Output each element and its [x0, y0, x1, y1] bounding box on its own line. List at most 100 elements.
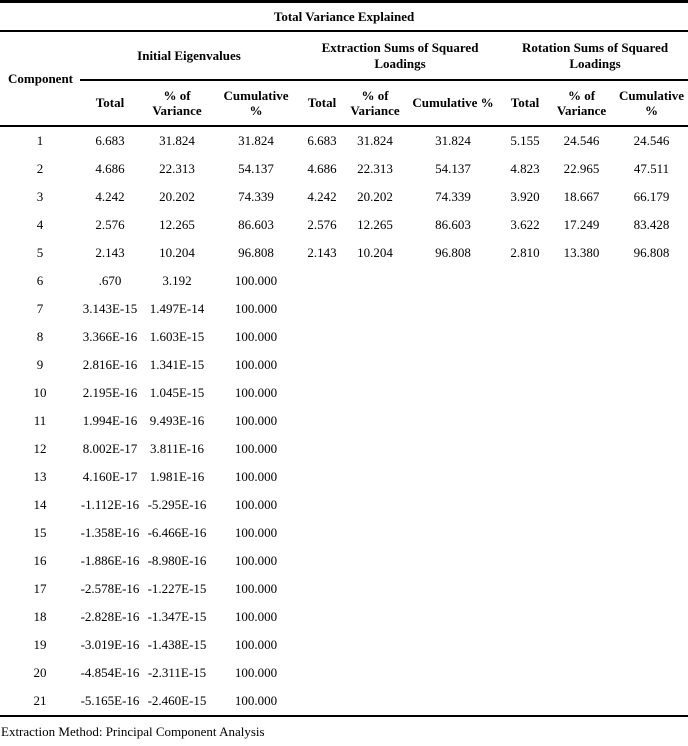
value-cell — [502, 463, 548, 491]
table-row: 15 -1.358E-16 -6.466E-16 100.000 — [0, 519, 688, 547]
value-cell: 3.366E-16 — [82, 329, 138, 344]
sub-header-label: % of Variance — [152, 87, 202, 118]
table-row: 5 2.143 10.204 96.808 2.143 10.204 96.808 2.810… — [0, 239, 688, 267]
sub-header-2: Cumulative % — [214, 80, 298, 127]
value-cell — [615, 603, 688, 631]
component-cell: 5 — [36, 245, 44, 260]
value-cell: 96.808 — [435, 245, 471, 260]
value-cell — [548, 659, 615, 687]
value-cell — [298, 323, 346, 351]
value-cell — [548, 547, 615, 575]
value-cell: 22.313 — [159, 161, 195, 176]
value-cell — [615, 463, 688, 491]
value-cell — [346, 547, 404, 575]
value-cell: 3.192 — [162, 273, 192, 288]
value-cell — [615, 547, 688, 575]
table-row: 20 -4.854E-16 -2.311E-15 100.000 — [0, 659, 688, 687]
value-cell: .670 — [98, 273, 122, 288]
table-row: 18 -2.828E-16 -1.347E-15 100.000 — [0, 603, 688, 631]
value-cell — [548, 267, 615, 295]
value-cell — [548, 463, 615, 491]
value-cell — [502, 547, 548, 575]
value-cell: 66.179 — [633, 189, 670, 204]
table-row: 10 2.195E-16 1.045E-15 100.000 — [0, 379, 688, 407]
group-header-rotation-sums: Rotation Sums of Squared Loadings — [502, 31, 688, 81]
value-cell: 31.824 — [238, 133, 274, 148]
value-cell — [615, 379, 688, 407]
value-cell — [502, 659, 548, 687]
value-cell — [404, 519, 502, 547]
value-cell: -2.828E-16 — [80, 609, 140, 624]
value-cell: 100.000 — [234, 273, 278, 288]
table-row: 3 4.242 20.202 74.339 4.242 20.202 74.339 3.920… — [0, 183, 688, 211]
value-cell: 5.155 — [510, 133, 540, 148]
value-cell: 4.242 — [95, 189, 125, 204]
value-cell — [346, 575, 404, 603]
component-cell: 10 — [33, 385, 47, 400]
value-cell — [615, 295, 688, 323]
value-cell — [404, 407, 502, 435]
value-cell: 100.000 — [234, 469, 278, 484]
value-cell: 83.428 — [633, 217, 670, 232]
value-cell — [404, 547, 502, 575]
value-cell — [298, 379, 346, 407]
component-cell: 9 — [36, 357, 44, 372]
sub-header-1: % of Variance — [140, 80, 214, 127]
value-cell — [615, 659, 688, 687]
value-cell: 12.265 — [159, 217, 195, 232]
value-cell: 86.603 — [238, 217, 274, 232]
value-cell: 8.002E-17 — [82, 441, 138, 456]
value-cell: 54.137 — [435, 161, 471, 176]
value-cell — [346, 407, 404, 435]
table-row: 13 4.160E-17 1.981E-16 100.000 — [0, 463, 688, 491]
component-cell: 2 — [36, 161, 44, 176]
value-cell — [404, 603, 502, 631]
value-cell — [298, 351, 346, 379]
value-cell: 31.824 — [159, 133, 195, 148]
value-cell: 22.965 — [563, 161, 600, 176]
value-cell: 2.576 — [307, 217, 337, 232]
value-cell — [346, 687, 404, 717]
sub-header-label: % of Variance — [350, 87, 400, 118]
value-cell: 100.000 — [234, 357, 278, 372]
footer-row: Extraction Method: Principal Component A… — [0, 716, 688, 746]
value-cell — [346, 491, 404, 519]
component-cell: 20 — [33, 665, 47, 680]
value-cell — [502, 603, 548, 631]
value-cell: 4.686 — [95, 161, 125, 176]
value-cell: 74.339 — [435, 189, 471, 204]
value-cell: 9.493E-16 — [149, 413, 205, 428]
value-cell: -1.358E-16 — [80, 525, 140, 540]
table-row: 8 3.366E-16 1.603E-15 100.000 — [0, 323, 688, 351]
value-cell — [346, 603, 404, 631]
sub-header-4: % of Variance — [346, 80, 404, 127]
table-row: 4 2.576 12.265 86.603 2.576 12.265 86.603 3.622… — [0, 211, 688, 239]
value-cell — [615, 491, 688, 519]
component-cell: 6 — [36, 273, 44, 288]
value-cell: -5.165E-16 — [80, 687, 140, 717]
group-header-initial-eigenvalues: Initial Eigenvalues — [80, 31, 298, 81]
value-cell: 1.994E-16 — [82, 413, 138, 428]
value-cell — [548, 295, 615, 323]
value-cell: -4.854E-16 — [80, 665, 140, 680]
value-cell — [404, 435, 502, 463]
value-cell: 74.339 — [238, 189, 274, 204]
value-cell — [615, 631, 688, 659]
value-cell: 2.195E-16 — [82, 385, 138, 400]
value-cell: 17.249 — [563, 217, 600, 232]
value-cell — [502, 295, 548, 323]
value-cell — [502, 267, 548, 295]
value-cell — [298, 547, 346, 575]
value-cell — [298, 407, 346, 435]
value-cell: 6.683 — [95, 133, 125, 148]
value-cell — [404, 687, 502, 717]
sub-header-7: % of Variance — [548, 80, 615, 127]
value-cell: 4.242 — [307, 189, 337, 204]
value-cell — [615, 351, 688, 379]
table-title: Total Variance Explained — [0, 0, 688, 32]
component-cell: 7 — [36, 301, 44, 316]
value-cell — [346, 463, 404, 491]
value-cell: 20.202 — [159, 189, 195, 204]
value-cell — [346, 379, 404, 407]
component-cell: 11 — [33, 413, 47, 428]
